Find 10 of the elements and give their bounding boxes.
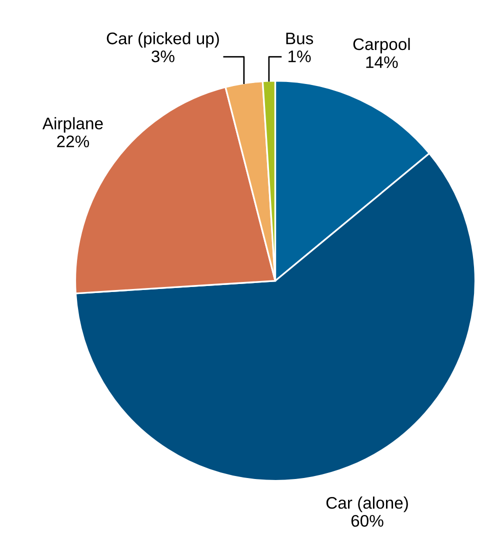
slice-label: Car (alone) <box>326 496 408 512</box>
data-label: 22% <box>57 136 90 148</box>
data-label: 14% <box>366 56 398 68</box>
slice-label: Carpool <box>353 38 410 54</box>
slice-label: Airplane <box>42 117 103 133</box>
data-label: 3% <box>152 50 174 62</box>
data-label: 60% <box>351 514 384 527</box>
slice-label: Bus <box>286 32 314 44</box>
slice-label: Car (picked up) <box>106 32 219 48</box>
data-label: 1% <box>288 50 311 62</box>
